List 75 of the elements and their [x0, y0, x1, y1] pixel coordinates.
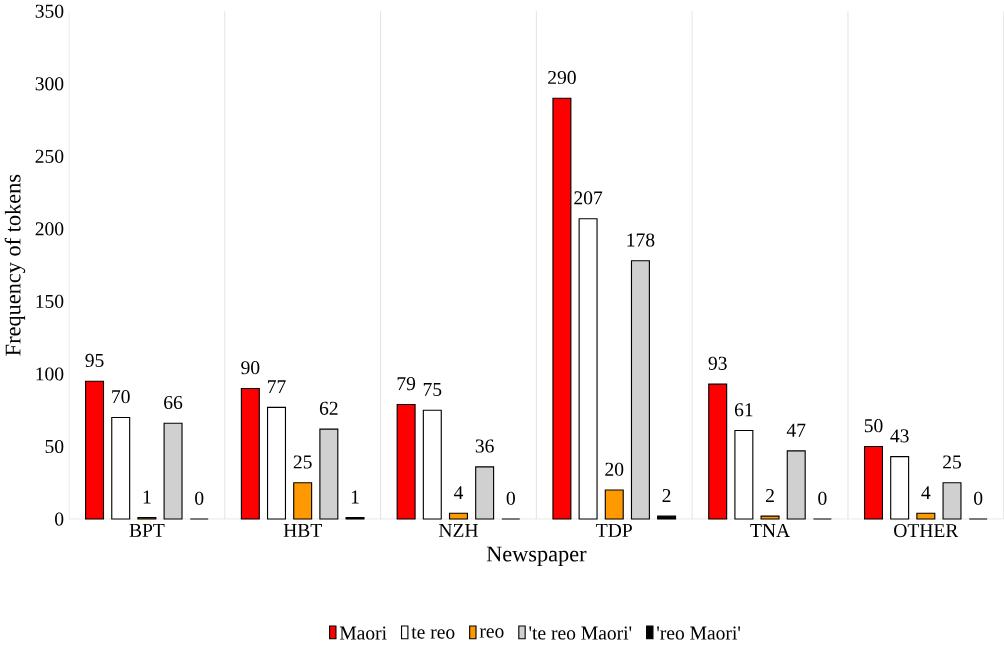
- x-tick-label: OTHER: [894, 523, 959, 538]
- data-label: 62: [319, 401, 338, 415]
- y-tick-label: 200: [35, 222, 64, 236]
- bar: [319, 428, 339, 520]
- legend-label: reo: [479, 628, 504, 638]
- bar: [475, 466, 495, 520]
- bar: [890, 456, 910, 520]
- data-label: 0: [195, 491, 204, 505]
- y-tick-label: 150: [36, 294, 64, 308]
- x-tick-label: BPT: [129, 523, 165, 537]
- y-tick-label: 300: [35, 77, 64, 91]
- y-tick-label: 0: [55, 512, 64, 526]
- y-axis-title: Frequency of tokens: [4, 174, 26, 356]
- x-tick-label: NZH: [438, 523, 478, 537]
- data-label: 25: [293, 455, 312, 469]
- data-label: 207: [574, 191, 603, 205]
- data-label: 47: [786, 423, 806, 437]
- data-label: 2: [662, 488, 671, 502]
- bar: [163, 422, 183, 520]
- bar: [863, 445, 884, 520]
- legend-label: Maori: [339, 626, 387, 640]
- data-label: 1: [143, 490, 151, 504]
- bar: [293, 482, 313, 520]
- x-axis-title: Newspaper: [486, 546, 587, 567]
- data-label: 93: [708, 356, 727, 370]
- bar: [396, 403, 416, 520]
- bar: [760, 515, 780, 520]
- x-tick-label: TDP: [596, 523, 632, 537]
- bar: [708, 383, 728, 520]
- data-label: 95: [85, 353, 104, 367]
- data-label: 4: [921, 486, 931, 499]
- data-label: 4: [453, 486, 464, 499]
- bar: [266, 406, 287, 520]
- bar: [916, 512, 936, 520]
- data-label: 20: [605, 462, 624, 476]
- x-tick-label: HBT: [283, 523, 322, 537]
- data-label: 90: [241, 361, 260, 375]
- bar: [552, 97, 572, 520]
- y-tick-label: 250: [35, 149, 64, 163]
- data-label: 178: [627, 233, 655, 247]
- bar: [111, 416, 131, 520]
- y-tick-label: 350: [35, 4, 64, 18]
- data-label: 50: [864, 419, 883, 433]
- bar: [786, 450, 806, 520]
- bar: [240, 387, 260, 520]
- bar: [630, 260, 650, 520]
- data-label: 0: [974, 491, 983, 505]
- y-tick-label: 50: [45, 439, 64, 454]
- bar: [734, 429, 754, 520]
- bar: [942, 482, 962, 520]
- data-label: 25: [943, 455, 962, 469]
- data-label: 1: [351, 490, 359, 504]
- bar: [448, 512, 468, 520]
- data-label: 36: [475, 439, 494, 453]
- data-label: 66: [164, 395, 183, 410]
- data-label: 290: [548, 70, 576, 85]
- data-label: 0: [506, 491, 515, 505]
- y-tick-label: 100: [36, 367, 64, 381]
- bar: [85, 380, 105, 520]
- bar: [604, 489, 624, 520]
- data-label: 0: [818, 491, 827, 505]
- data-label: 61: [734, 403, 753, 417]
- data-label: 79: [397, 377, 416, 391]
- legend-label: 'reo Maori': [657, 626, 741, 640]
- bar: [657, 515, 677, 520]
- bar: [578, 218, 598, 520]
- data-label: 2: [766, 488, 774, 502]
- data-label: 75: [423, 382, 442, 396]
- legend-label: te reo: [411, 627, 455, 639]
- data-label: 77: [268, 380, 286, 394]
- legend-label: 'te reo Maori': [529, 626, 632, 640]
- bar: [422, 409, 442, 520]
- data-label: 70: [112, 390, 130, 404]
- data-label: 43: [890, 429, 909, 443]
- x-tick-label: TNA: [750, 523, 790, 537]
